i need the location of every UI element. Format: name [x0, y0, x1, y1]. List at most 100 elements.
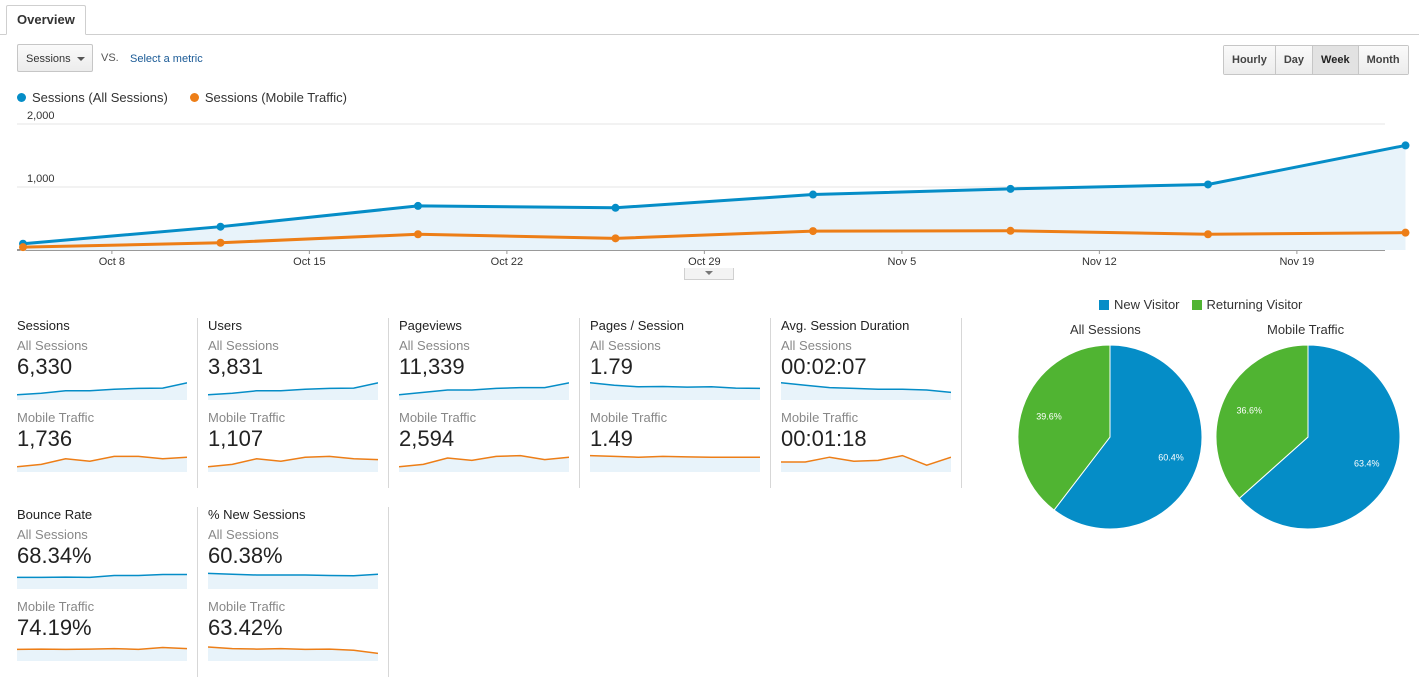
metric-value: 60.38% [208, 543, 283, 568]
metric-value: 6,330 [17, 354, 73, 379]
pie-legend-label: Returning Visitor [1206, 297, 1303, 312]
sparkline-all-sessions [399, 382, 569, 400]
metric-title: Users [208, 318, 242, 333]
pie-slice-new-visitor[interactable] [1053, 344, 1203, 530]
metric-value: 74.19% [17, 615, 92, 640]
data-point[interactable] [1401, 141, 1410, 150]
pie-legend-returning[interactable]: Returning Visitor [1191, 297, 1303, 312]
metric-card[interactable]: Bounce Rate All Sessions 68.34% Mobile Traf… [17, 507, 198, 677]
metric-card[interactable]: Pages / Session All Sessions 1.79 Mobile Tr… [590, 318, 771, 488]
chart-legend: Sessions (All Sessions) Sessions (Mobile… [17, 90, 347, 105]
sparkline-line [590, 382, 760, 390]
metric-card[interactable]: % New Sessions All Sessions 60.38% Mobile T… [208, 507, 389, 677]
segment-label: Mobile Traffic [208, 599, 286, 614]
metric-value: 63.42% [208, 615, 283, 640]
sparkline-area [781, 455, 951, 472]
segment-label: All Sessions [399, 338, 470, 353]
sparkline-mobile-traffic [399, 454, 569, 472]
metric-card[interactable]: Sessions All Sessions 6,330 Mobile Traffic 1… [17, 318, 198, 488]
granularity-week-button[interactable]: Week [1312, 46, 1358, 74]
sparkline-mobile-traffic [17, 455, 187, 472]
granularity-month-button[interactable]: Month [1357, 46, 1408, 74]
collapse-chart-button[interactable] [684, 268, 734, 280]
granularity-day-button[interactable]: Day [1274, 46, 1313, 74]
segment-label: All Sessions [781, 338, 852, 353]
sparkline-line [399, 454, 569, 468]
data-point[interactable] [216, 222, 225, 231]
metric-title: Avg. Session Duration [781, 318, 910, 333]
sparkline-area [17, 574, 187, 589]
data-point[interactable] [1204, 180, 1212, 189]
sparkline-mobile-traffic [17, 646, 187, 661]
pie-slice-returning-visitor[interactable] [1215, 344, 1309, 499]
series-line-all-sessions [22, 143, 1406, 246]
data-point[interactable] [414, 201, 422, 210]
segment-label: Mobile Traffic [781, 410, 859, 425]
metric-card[interactable]: Pageviews All Sessions 11,339 Mobile Traffi… [399, 318, 580, 488]
x-tick-label: Nov 19 [1279, 256, 1314, 268]
sparkline-all-sessions [17, 382, 187, 400]
data-point[interactable] [611, 203, 620, 212]
sparkline-mobile-traffic [590, 454, 760, 472]
data-point[interactable] [216, 238, 225, 247]
sparkline-all-sessions [208, 382, 378, 400]
select-metric-link[interactable]: Select a metric [130, 53, 203, 65]
segment-label: All Sessions [17, 338, 88, 353]
granularity-hourly-button[interactable]: Hourly [1224, 46, 1275, 74]
sparkline-line [208, 382, 378, 396]
metric-select[interactable]: Sessions [17, 44, 93, 72]
y-tick-label: 1,000 [27, 173, 55, 185]
data-point[interactable] [611, 234, 620, 243]
data-point[interactable] [809, 190, 817, 199]
metric-title: Sessions [17, 318, 70, 333]
data-point[interactable] [809, 227, 817, 236]
segment-label: Mobile Traffic [208, 410, 286, 425]
tab-overview[interactable]: Overview [6, 5, 86, 35]
sparkline-line [17, 455, 187, 468]
pie-slice-new-visitor[interactable] [1238, 344, 1401, 530]
metric-value: 00:01:18 [781, 426, 867, 451]
pie-title-all-sessions: All Sessions [1070, 322, 1141, 337]
sparkline-area [208, 647, 378, 661]
y-tick-label: 2,000 [27, 110, 55, 122]
sparkline-line [781, 454, 951, 466]
series-dot-icon [189, 93, 199, 102]
metric-title: % New Sessions [208, 507, 306, 522]
data-point[interactable] [1401, 228, 1410, 237]
data-point[interactable] [1006, 226, 1015, 235]
metric-value: 1.49 [590, 426, 633, 451]
pie-title-mobile-traffic: Mobile Traffic [1267, 322, 1345, 337]
pie-legend-new[interactable]: New Visitor [1099, 297, 1180, 312]
sparkline-area [590, 455, 760, 472]
sparkline-area [208, 573, 378, 589]
segment-label: All Sessions [208, 527, 279, 542]
vs-label: VS. [101, 52, 119, 64]
data-point[interactable] [19, 243, 27, 252]
sparkline-area [17, 647, 187, 661]
metric-value: 2,594 [399, 426, 455, 451]
pie-slice-label: 63.4% [1354, 458, 1380, 468]
sparkline-line [208, 646, 378, 655]
x-tick-label: Nov 5 [888, 256, 917, 268]
series-dot-icon [17, 93, 26, 102]
granularity-toggle: Hourly Day Week Month [1223, 45, 1409, 75]
legend-item-all-sessions[interactable]: Sessions (All Sessions) [17, 90, 168, 105]
pie-slice-returning-visitor[interactable] [1017, 344, 1111, 511]
sessions-line-chart: 2,000 1,000 Oct 8 Oct 15 Oct 22 Oct 29 Nov 5 No… [17, 110, 1410, 268]
legend-label: Sessions (All Sessions) [32, 90, 168, 105]
x-tick-label: Oct 29 [688, 256, 720, 268]
metric-card[interactable]: Users All Sessions 3,831 Mobile Traffic 1,10… [208, 318, 389, 488]
x-tick-label: Oct 8 [99, 256, 125, 268]
legend-item-mobile-traffic[interactable]: Sessions (Mobile Traffic) [189, 90, 347, 105]
sparkline-all-sessions [208, 572, 378, 589]
metric-title: Bounce Rate [17, 507, 93, 522]
segment-label: All Sessions [590, 338, 661, 353]
data-point[interactable] [1006, 184, 1015, 193]
data-point[interactable] [414, 230, 422, 239]
tab-bar: Overview [0, 0, 1419, 35]
metric-card[interactable]: Avg. Session Duration All Sessions 00:02:0… [781, 318, 962, 488]
metric-value: 68.34% [17, 543, 92, 568]
series-area-all-sessions [23, 145, 1406, 250]
sparkline-area [17, 382, 187, 400]
data-point[interactable] [1204, 230, 1212, 239]
